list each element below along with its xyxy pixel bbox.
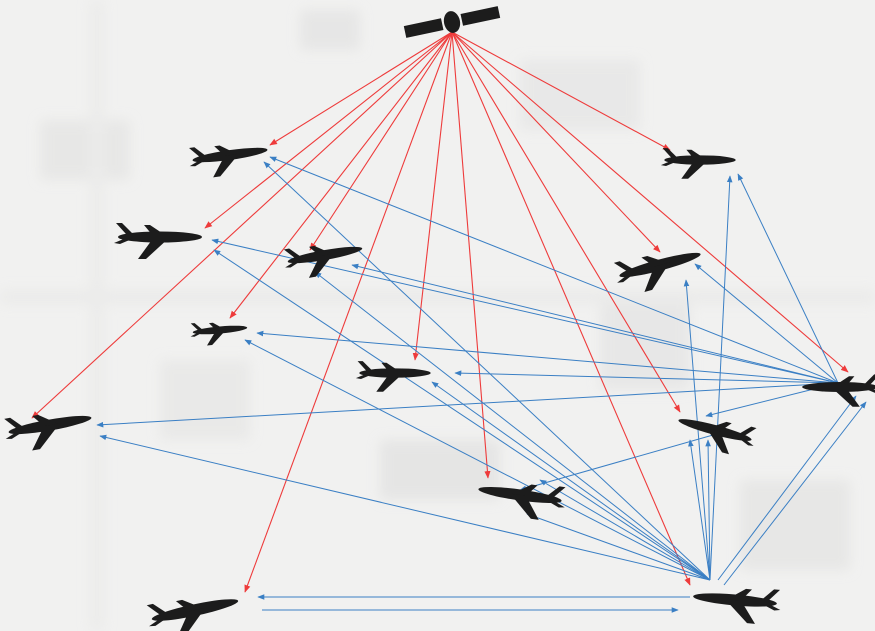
block	[300, 10, 360, 50]
block	[40, 120, 130, 180]
road	[90, 0, 104, 631]
block	[160, 360, 250, 440]
diagram	[0, 0, 875, 631]
page: Satellite and aircraft links diagram {} …	[0, 0, 875, 631]
road	[0, 290, 875, 304]
block	[520, 60, 640, 130]
page-body: (() => { const NS = 'http://www.w3.org/2…	[0, 0, 875, 631]
background	[0, 0, 875, 631]
block	[600, 300, 690, 390]
